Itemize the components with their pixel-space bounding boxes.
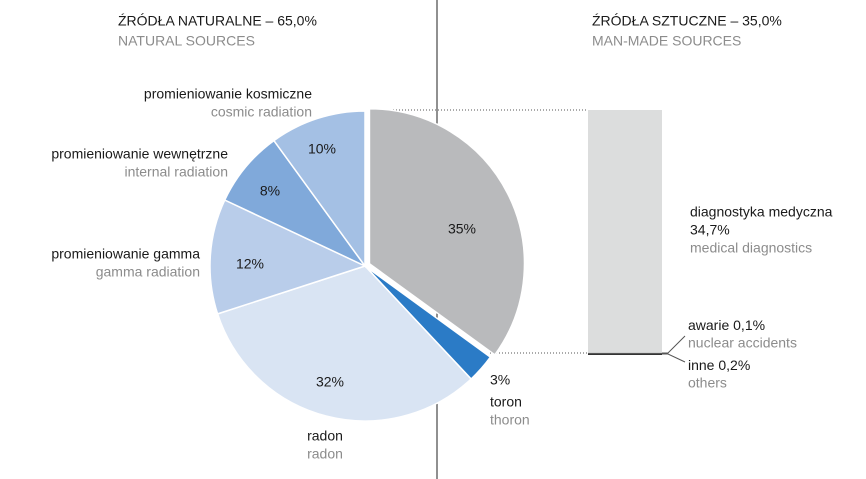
- slice-label: toron: [490, 394, 522, 410]
- value-label: 10%: [308, 141, 336, 157]
- slice-label-en: internal radiation: [124, 164, 228, 180]
- value-label: 32%: [316, 374, 344, 390]
- bar-label-name: inne: [688, 357, 715, 373]
- manmade-title: ŹRÓDŁA SZTUCZNE – 35,0%: [592, 13, 782, 29]
- bar-label-name: awarie: [688, 317, 729, 333]
- bar-segment: [588, 352, 662, 354]
- bar-label: inne 0,2%: [688, 357, 750, 373]
- pie-slice: [209, 199, 368, 315]
- value-label: 3%: [490, 372, 510, 388]
- natural-subtitle: NATURAL SOURCES: [118, 33, 255, 49]
- bar-label: awarie 0,1%: [688, 317, 765, 333]
- bar-segment: [588, 353, 662, 355]
- value-label: 35%: [448, 221, 476, 237]
- slice-label: radon: [307, 428, 343, 444]
- bar-value-label: 34,7%: [690, 222, 730, 238]
- bar-segment: [588, 110, 662, 353]
- bar-label-en: medical diagnostics: [690, 240, 812, 256]
- slice-label-en: gamma radiation: [96, 264, 200, 280]
- slice-label-en: cosmic radiation: [211, 104, 312, 120]
- natural-title: ŹRÓDŁA NATURALNE – 65,0%: [118, 13, 317, 29]
- leader: [662, 353, 686, 363]
- bar-label-en: nuclear accidents: [688, 335, 797, 351]
- leader: [662, 335, 686, 354]
- bar-value-label: 0,2%: [718, 357, 750, 373]
- pie-slice: [272, 110, 366, 269]
- manmade-subtitle: MAN-MADE SOURCES: [592, 33, 741, 49]
- slice-label: promieniowanie gamma: [51, 246, 200, 262]
- pie-slice: [216, 265, 473, 422]
- slice-label: promieniowanie wewnętrzne: [51, 146, 228, 162]
- value-label: 8%: [260, 183, 280, 199]
- slice-label-en: thoron: [490, 412, 530, 428]
- slice-label-en: radon: [307, 446, 343, 462]
- slice-label: promieniowanie kosmiczne: [144, 86, 312, 102]
- bar-label-en: others: [688, 375, 727, 391]
- bar-value-label: 0,1%: [733, 317, 765, 333]
- pie-slice: [368, 107, 526, 356]
- value-label: 12%: [236, 256, 264, 272]
- bar-label: diagnostyka medyczna: [690, 204, 833, 220]
